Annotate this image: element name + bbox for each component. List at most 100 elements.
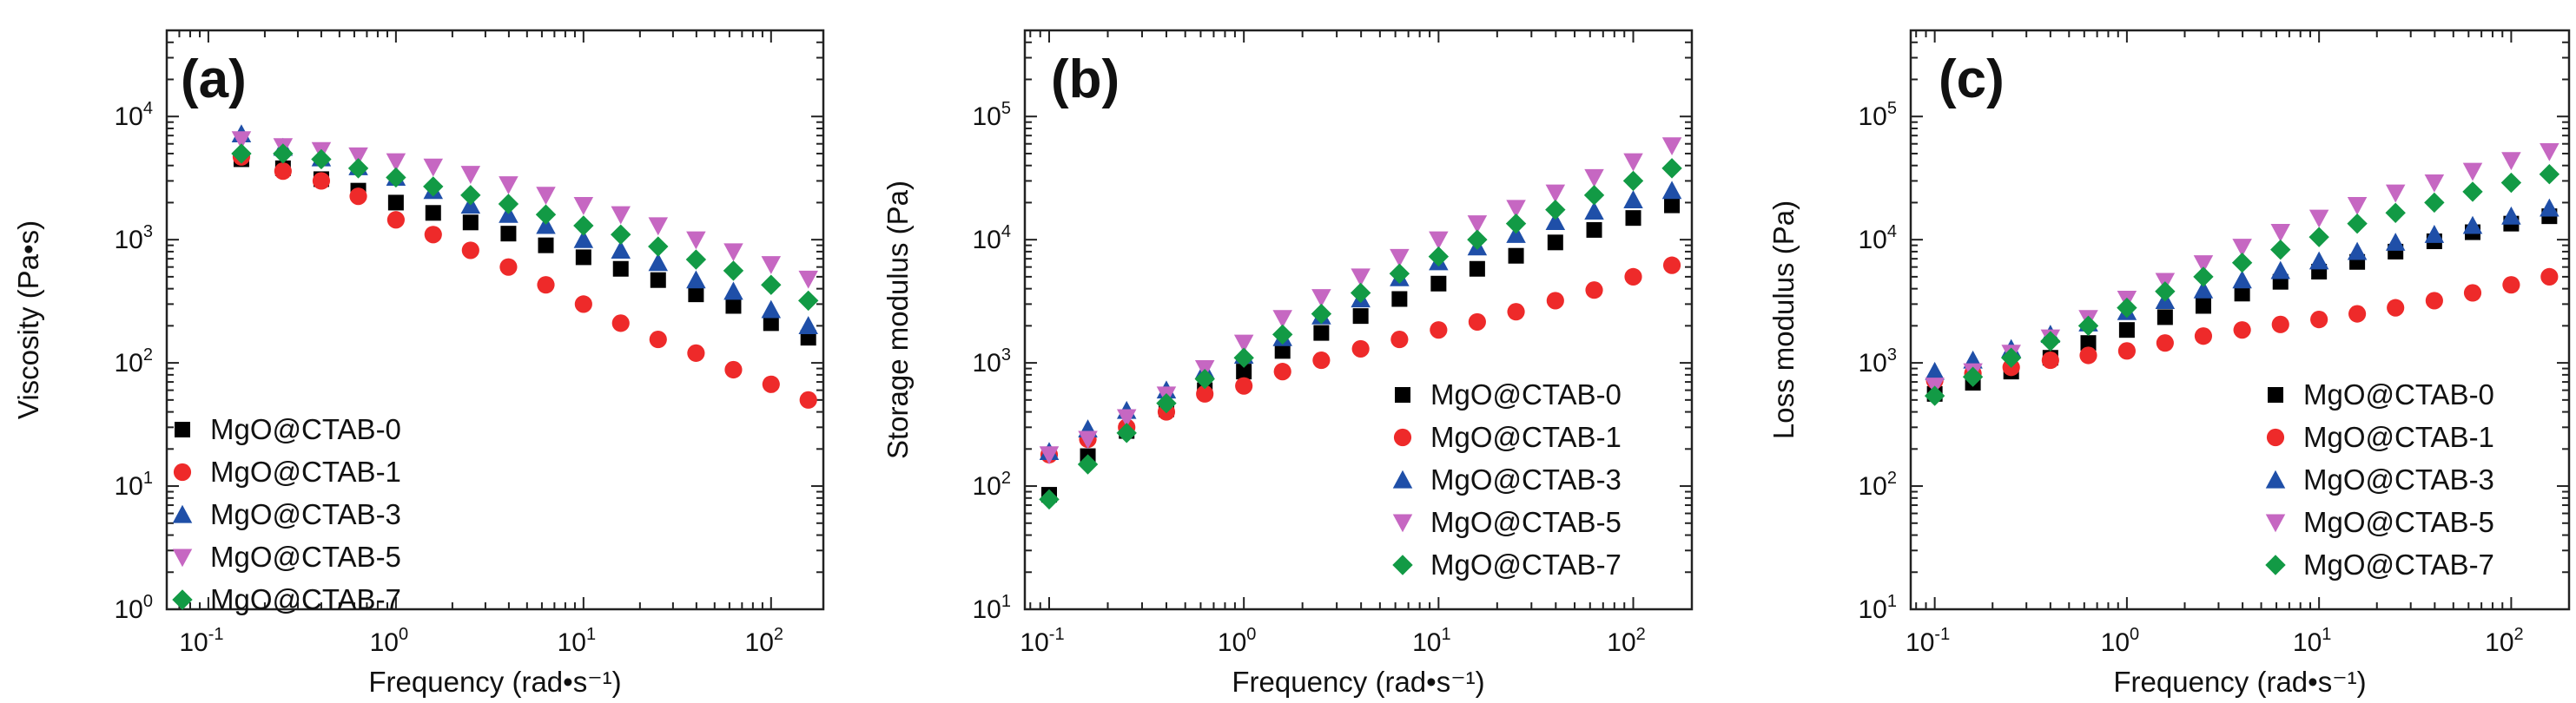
y-tick-label: 102 (1859, 469, 1898, 501)
series-MgO@CTAB-0 (1926, 208, 2558, 402)
data-point (723, 243, 743, 262)
data-point (798, 290, 819, 312)
x-axis-label: Frequency (rad•s⁻¹) (368, 666, 621, 698)
data-point (1390, 331, 1409, 349)
data-point (2462, 181, 2483, 202)
data-point (2270, 223, 2290, 242)
data-point (1547, 234, 1563, 251)
data-point (2348, 305, 2367, 323)
data-point (1078, 430, 1098, 450)
data-point (536, 187, 556, 206)
data-point (723, 260, 744, 281)
x-tick-label: 10-1 (179, 625, 223, 657)
data-point (1430, 321, 1448, 339)
data-point (231, 131, 252, 150)
y-tick-label: 103 (1859, 345, 1898, 378)
data-point (535, 204, 557, 225)
x-tick-label: 10-1 (1020, 625, 1064, 657)
y-tick-label: 104 (1859, 222, 1898, 254)
data-point (2232, 270, 2252, 289)
chart-panel-1: 10-1 100 101 102 100 101 102 103 104 Frequency (r… (12, 29, 825, 698)
x-tick-label: 101 (558, 625, 597, 657)
data-point (2077, 315, 2099, 337)
data-point (1545, 184, 1566, 203)
y-tick-label: 105 (1859, 99, 1898, 131)
data-point (1274, 343, 1291, 359)
x-tick-label: 100 (2101, 625, 2140, 657)
data-point (2234, 286, 2250, 302)
legend-marker (175, 422, 190, 437)
legend-marker (172, 504, 193, 523)
legend: MgO@CTAB-0 MgO@CTAB-1 MgO@CTAB-3 MgO@CTAB-5… (172, 413, 401, 615)
legend-label: MgO@CTAB-5 (2303, 506, 2494, 538)
series-MgO@CTAB-7 (1039, 158, 1682, 510)
data-point (538, 237, 554, 253)
y-tick-label: 101 (973, 592, 1012, 624)
x-axis-label: Frequency (rad•s⁻¹) (1232, 666, 1484, 698)
data-point (1623, 190, 1643, 208)
data-point (2194, 327, 2213, 345)
data-point (1116, 423, 1137, 443)
data-point (1467, 229, 1488, 250)
data-point (1924, 385, 1945, 406)
data-point (1156, 392, 1177, 414)
data-point (2195, 298, 2211, 314)
data-point (274, 162, 292, 181)
legend-marker (1392, 470, 1413, 489)
data-point (573, 229, 594, 248)
data-point (1962, 366, 1984, 387)
legend-label: MgO@CTAB-1 (2303, 421, 2494, 453)
legend-marker (2265, 470, 2286, 489)
data-point (798, 316, 818, 334)
x-tick-label: 102 (1607, 625, 1646, 657)
data-point (2501, 206, 2521, 225)
data-point (2347, 197, 2368, 215)
y-tick-label: 105 (973, 99, 1012, 131)
data-point (2080, 335, 2097, 352)
series-MgO@CTAB-5 (1925, 142, 2559, 396)
legend-label: MgO@CTAB-3 (2303, 463, 2494, 496)
data-point (685, 249, 707, 270)
data-point (611, 240, 631, 259)
data-point (724, 360, 743, 379)
data-point (2385, 233, 2406, 251)
legend-label: MgO@CTAB-5 (1430, 506, 1622, 538)
legend-marker (1393, 428, 1412, 447)
data-point (1467, 215, 1488, 233)
data-point (611, 314, 630, 332)
data-point (2232, 239, 2252, 257)
data-point (650, 272, 666, 288)
data-point (1664, 197, 1681, 214)
data-point (460, 166, 481, 184)
y-axis-label: Viscosity (Pa•s) (12, 220, 44, 419)
data-point (273, 143, 294, 164)
data-point (1313, 325, 1330, 341)
data-point (688, 286, 704, 303)
data-point (2500, 172, 2522, 194)
data-point (1661, 158, 1682, 179)
data-point (573, 197, 594, 215)
data-point (573, 215, 594, 236)
x-tick-label: 102 (745, 625, 784, 657)
x-tick-label: 10-1 (1906, 625, 1950, 657)
data-point (2424, 174, 2445, 193)
data-point (1661, 137, 1682, 156)
data-point (1661, 181, 1682, 200)
data-point (2501, 152, 2521, 171)
data-point (312, 172, 331, 190)
data-point (2231, 253, 2253, 273)
data-point (424, 226, 442, 244)
data-point (723, 281, 743, 300)
legend-marker (1392, 514, 1413, 533)
data-point (2271, 315, 2289, 333)
legend-label: MgO@CTAB-7 (2303, 549, 2494, 581)
legend-marker (2265, 555, 2286, 575)
legend-marker (173, 463, 192, 482)
data-point (649, 331, 667, 349)
data-point (1116, 409, 1137, 428)
y-tick-label: 102 (973, 469, 1012, 501)
data-point (574, 295, 592, 313)
data-point (1428, 246, 1450, 267)
data-point (1039, 446, 1060, 465)
data-point (1545, 212, 1566, 230)
